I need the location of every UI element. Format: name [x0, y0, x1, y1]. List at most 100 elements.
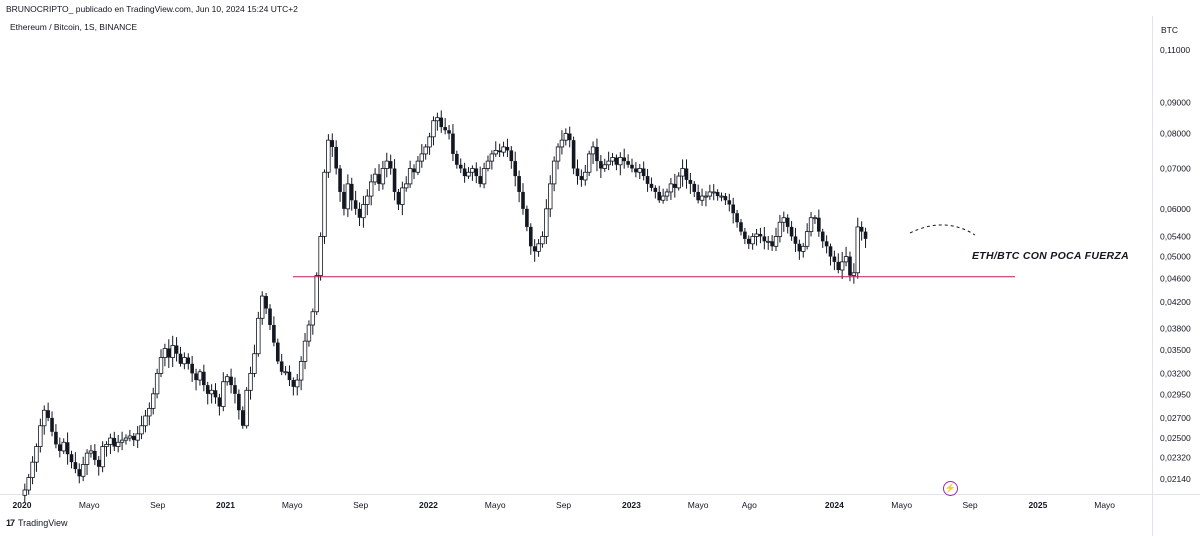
candle [684, 159, 689, 189]
price-chart[interactable]: BTC 0,110000,090000,080000,070000,060000… [0, 16, 1200, 536]
candle [622, 148, 627, 169]
candle [517, 170, 521, 203]
candle [268, 304, 272, 330]
candle [93, 444, 97, 466]
candle [334, 140, 338, 175]
candle [151, 387, 156, 415]
candle [559, 130, 565, 155]
candle [248, 366, 253, 400]
time-tick-label: Ago [742, 500, 757, 510]
candle [766, 235, 771, 250]
candle [431, 116, 436, 146]
candle [521, 183, 525, 215]
candle [804, 223, 810, 250]
candle [528, 223, 533, 255]
candle [801, 242, 806, 258]
candle [252, 344, 257, 378]
candle [427, 132, 432, 155]
candle [863, 227, 868, 248]
candle [808, 212, 814, 237]
price-tick-label: 0,09000 [1160, 98, 1191, 108]
candle [310, 308, 316, 335]
candle [174, 337, 179, 362]
price-tick-label: 0,03500 [1160, 345, 1191, 355]
candle [400, 181, 405, 216]
time-tick-label: Mayo [1094, 500, 1115, 510]
candle [817, 209, 821, 237]
price-tick-label: 0,04200 [1160, 297, 1191, 307]
candle [762, 226, 767, 250]
candle [653, 185, 658, 199]
candle [599, 155, 603, 179]
candle [302, 333, 308, 370]
candle [839, 251, 845, 280]
tradingview-logo-icon: 17 [6, 518, 15, 528]
candle [727, 193, 732, 212]
candle [357, 202, 362, 226]
candle [630, 158, 634, 173]
candle [190, 355, 194, 382]
candle [657, 185, 662, 203]
candle [264, 292, 268, 314]
candle [711, 184, 716, 201]
candle [773, 227, 779, 251]
candle [34, 443, 39, 472]
time-tick-label: Mayo [282, 500, 303, 510]
candle [567, 126, 572, 148]
candle [77, 463, 82, 484]
time-tick-label: 2020 [13, 500, 32, 510]
lightning-icon[interactable]: ⚡ [943, 481, 958, 496]
candle [606, 151, 611, 171]
candle [485, 155, 491, 172]
dashed-arc-drawing[interactable] [909, 224, 976, 236]
candle [719, 192, 724, 202]
candle [123, 434, 129, 445]
price-tick-label: 0,02500 [1160, 433, 1191, 443]
candle [423, 144, 428, 160]
annotation-text[interactable]: ETH/BTC CON POCA FUERZA [972, 250, 1129, 262]
candle [342, 184, 346, 216]
price-axis[interactable]: 0,11000 0,09000 0,08000 0,07000 0,06000 0,054… [1160, 45, 1191, 484]
candle [166, 339, 171, 368]
time-tick-label: Mayo [688, 500, 709, 510]
time-tick-label: Mayo [891, 500, 912, 510]
candle [699, 188, 705, 206]
candle [645, 168, 650, 192]
chart-area[interactable]: BTC 0,11000 0,09000 0,08000 0,07000 0,06000 0… [0, 16, 1200, 536]
candle [240, 406, 245, 429]
candle [462, 162, 467, 183]
price-tick-label: 0,03200 [1160, 368, 1191, 378]
publish-header: BRUNOCRIPTO_ publicado en TradingView.co… [6, 4, 298, 14]
candle [143, 409, 148, 433]
price-tick-label: 0,02320 [1160, 453, 1191, 463]
time-tick-label: Sep [556, 500, 571, 510]
time-tick-label: 2021 [216, 500, 235, 510]
candle [723, 193, 728, 205]
candle [96, 456, 101, 476]
candle [583, 164, 588, 186]
price-tick-label: 0,05000 [1160, 252, 1191, 262]
price-tick-label: 0,07000 [1160, 163, 1191, 173]
price-tick-label: 0,02950 [1160, 390, 1191, 400]
candle [536, 239, 541, 257]
candle [158, 349, 164, 378]
time-tick-label: Mayo [485, 500, 506, 510]
candle [443, 118, 447, 135]
candle [80, 456, 86, 482]
candle [377, 164, 381, 191]
candle [365, 189, 370, 216]
candle [789, 221, 794, 241]
candle [614, 154, 619, 171]
candle [61, 438, 66, 454]
candle [415, 156, 421, 176]
time-axis[interactable]: 2020 Mayo Sep 2021 Mayo Sep 2022 Mayo Sep 2023 May… [13, 500, 1116, 510]
candle [338, 164, 342, 202]
candle [555, 143, 561, 170]
candle [743, 227, 747, 245]
candle [785, 214, 790, 234]
footer-brand[interactable]: 17 TradingView [6, 518, 68, 528]
candle [197, 369, 203, 386]
candle [435, 112, 440, 131]
candle [217, 393, 222, 416]
candle [509, 146, 514, 169]
